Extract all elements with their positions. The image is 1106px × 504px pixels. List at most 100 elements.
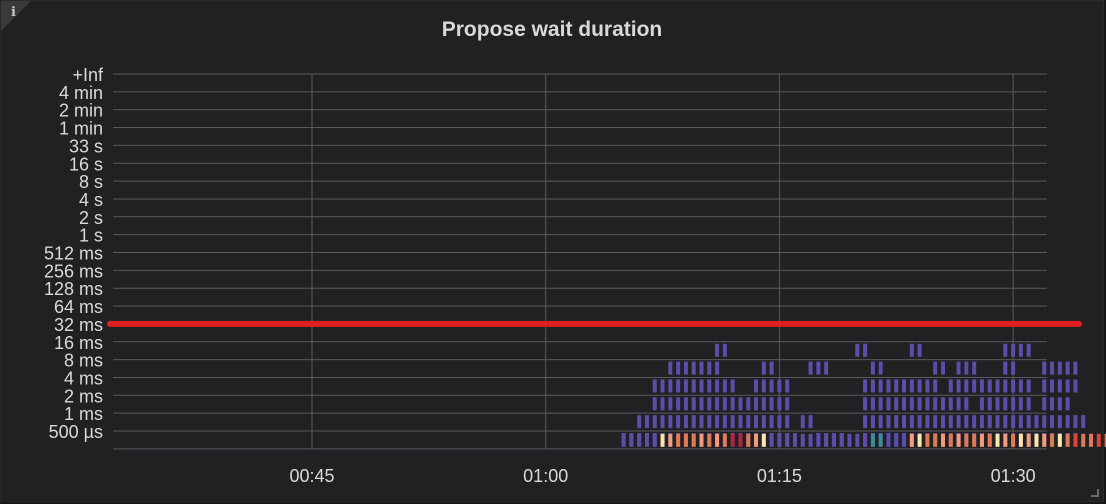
heatmap-cell [909, 379, 914, 393]
heatmap-cell [863, 379, 868, 393]
y-tick-label: 1 s [79, 226, 103, 246]
heatmap-cell [1073, 379, 1078, 393]
heatmap-cell [691, 361, 696, 375]
heatmap-cell [730, 415, 735, 429]
heatmap-cell [956, 433, 961, 447]
heatmap-cell [894, 415, 899, 429]
heatmap-cell [676, 433, 681, 447]
y-tick-label: 8 s [79, 172, 103, 192]
heatmap-cell [691, 433, 696, 447]
heatmap-cell [878, 433, 883, 447]
heatmap-cell [808, 415, 813, 429]
heatmap-cell [870, 397, 875, 411]
heatmap-cell [746, 397, 751, 411]
x-axis: 00:45 01:00 01:15 01:30 [289, 466, 1035, 486]
heatmap-cell [902, 433, 907, 447]
x-tick-label: 01:00 [523, 466, 568, 486]
heatmap-cell [668, 361, 673, 375]
y-tick-label: 512 ms [44, 244, 103, 264]
heatmap-cell [683, 397, 688, 411]
heatmap-cell [730, 379, 735, 393]
heatmap-cell [761, 415, 766, 429]
heatmap-cell [886, 379, 891, 393]
heatmap-cell [987, 415, 992, 429]
heatmap-cell [660, 433, 665, 447]
y-tick-label: 2 min [59, 101, 103, 121]
heatmap-cell [652, 415, 657, 429]
heatmap-cell [1034, 415, 1039, 429]
heatmap-cell [652, 397, 657, 411]
heatmap-cell [870, 361, 875, 375]
heatmap-cell [1104, 433, 1106, 447]
panel-title[interactable]: Propose wait duration [441, 18, 663, 41]
heatmap-cell [964, 361, 969, 375]
heatmap-cell [660, 397, 665, 411]
heatmap-cell [777, 433, 782, 447]
heatmap-cell [1057, 379, 1062, 393]
heatmap-cell [683, 379, 688, 393]
heatmap-cell [1057, 361, 1062, 375]
heatmap-cell [785, 415, 790, 429]
heatmap-cell [761, 361, 766, 375]
heatmap-cell [940, 415, 945, 429]
y-tick-label: 4 min [59, 83, 103, 103]
heatmap-cell [1003, 433, 1008, 447]
heatmap-cell [940, 397, 945, 411]
heatmap-cell [909, 415, 914, 429]
heatmap-cell [1042, 433, 1047, 447]
heatmap-cell [800, 433, 805, 447]
heatmap-cell [738, 415, 743, 429]
heatmap-cell [637, 433, 642, 447]
heatmap-cell [816, 433, 821, 447]
heatmap-cell [1011, 361, 1016, 375]
heatmap-cell [683, 361, 688, 375]
heatmap-cell [1018, 433, 1023, 447]
heatmap-cell [1011, 397, 1016, 411]
heatmap-cell [925, 415, 930, 429]
heatmap-cell [956, 361, 961, 375]
heatmap-cell [972, 379, 977, 393]
heatmap-cell [956, 379, 961, 393]
heatmap-cell [699, 397, 704, 411]
heatmap-cell [987, 433, 992, 447]
heatmap-cell [925, 433, 930, 447]
heatmap-cell [668, 397, 673, 411]
resize-handle-icon[interactable] [1091, 489, 1099, 497]
heatmap-cell [644, 415, 649, 429]
heatmap-cell [722, 397, 727, 411]
heatmap-cell [964, 433, 969, 447]
heatmap-cell [1050, 415, 1055, 429]
heatmap-cell [886, 415, 891, 429]
y-tick-label: 64 ms [54, 297, 103, 317]
heatmap-cell [792, 433, 797, 447]
heatmap-cell [831, 433, 836, 447]
heatmap-cell [621, 433, 626, 447]
y-tick-label: 33 s [69, 136, 103, 156]
heatmap-cell [948, 433, 953, 447]
heatmap-cell [785, 433, 790, 447]
heatmap-cell [722, 379, 727, 393]
heatmap-cell [902, 415, 907, 429]
heatmap-cell [1065, 433, 1070, 447]
info-icon[interactable] [1, 1, 31, 31]
heatmap-cell [909, 343, 914, 357]
heatmap-cell [676, 415, 681, 429]
heatmap-cell [995, 397, 1000, 411]
heatmap-cell [754, 415, 759, 429]
heatmap-cell [902, 379, 907, 393]
heatmap-cell [715, 361, 720, 375]
heatmap-cell [933, 379, 938, 393]
heatmap-cell [1026, 433, 1031, 447]
heatmap-cell [769, 433, 774, 447]
heatmap-cell [707, 433, 712, 447]
heatmap-cell [948, 397, 953, 411]
y-tick-label: 4 s [79, 190, 103, 210]
heatmap-cell [1026, 415, 1031, 429]
y-tick-label: 128 ms [44, 279, 103, 299]
heatmap-cell [948, 379, 953, 393]
y-tick-label: 32 ms [54, 315, 103, 335]
heatmap-cell [979, 433, 984, 447]
heatmap-cell [1011, 343, 1016, 357]
heatmap-cell [863, 415, 868, 429]
